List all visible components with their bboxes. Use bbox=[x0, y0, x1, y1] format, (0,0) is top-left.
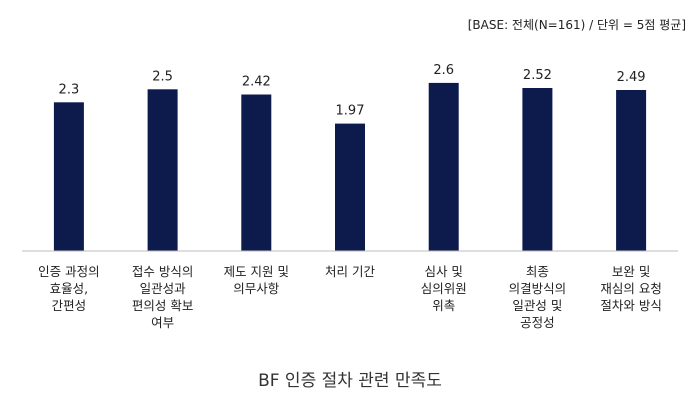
bar-3 bbox=[241, 94, 272, 251]
category-labels-group: 인증 과정의 효율성, 간편성 접수 방식의 일관성과 편의성 확보 여부 제도 지원 및 의무… bbox=[38, 264, 662, 330]
value-label-7: 2.49 bbox=[617, 70, 646, 85]
value-label-1: 2.3 bbox=[59, 82, 80, 97]
bar-6 bbox=[522, 88, 553, 251]
category-label-3: 제도 지원 및 의무사항 bbox=[224, 264, 289, 296]
category-label-2: 접수 방식의 일관성과 편의성 확보 여부 bbox=[132, 264, 193, 330]
base-note: [BASE: 전체(N=161) / 단위 = 5점 평균] bbox=[467, 18, 686, 32]
bar-2 bbox=[147, 89, 178, 251]
category-label-5: 심사 및 심의위원 위촉 bbox=[421, 264, 467, 313]
bars-group bbox=[53, 82, 647, 252]
value-label-5: 2.6 bbox=[433, 63, 454, 78]
value-label-6: 2.52 bbox=[523, 68, 552, 83]
chart-title: BF 인증 절차 관련 만족도 bbox=[258, 371, 442, 391]
category-label-1: 인증 과정의 효율성, 간편성 bbox=[38, 264, 99, 313]
value-label-4: 1.97 bbox=[336, 104, 365, 119]
category-label-4: 처리 기간 bbox=[325, 264, 375, 279]
bar-7 bbox=[616, 90, 647, 251]
bar-4 bbox=[335, 123, 365, 251]
category-label-6: 최종 의결방식의 일관성 및 공정성 bbox=[509, 264, 567, 330]
value-labels-group: 2.3 2.5 2.42 1.97 2.6 2.52 2.49 bbox=[59, 63, 646, 119]
bar-1 bbox=[53, 102, 84, 251]
category-label-7: 보완 및 재심의 요청 절차와 방식 bbox=[600, 264, 661, 313]
bar-5 bbox=[428, 82, 459, 252]
value-label-3: 2.42 bbox=[242, 75, 271, 90]
value-label-2: 2.5 bbox=[152, 69, 173, 84]
